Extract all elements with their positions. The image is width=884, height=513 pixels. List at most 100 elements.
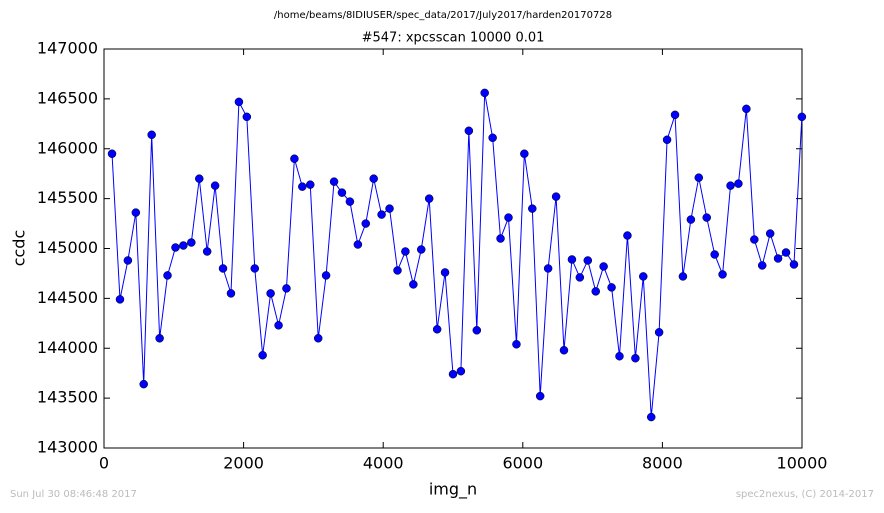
data-point: [718, 270, 727, 279]
data-point: [702, 213, 711, 222]
data-point: [583, 256, 593, 265]
data-point: [242, 112, 252, 122]
data-point: [123, 256, 133, 265]
x-tick-label: 10000: [777, 454, 828, 473]
y-tick-label: 145500: [37, 188, 98, 207]
data-point: [250, 264, 260, 273]
data-point: [567, 255, 577, 264]
data-point: [345, 197, 355, 206]
data-point: [472, 326, 482, 335]
data-point: [559, 345, 569, 355]
data-point: [742, 104, 751, 114]
data-point: [179, 241, 188, 250]
data-point: [321, 271, 331, 280]
data-point: [694, 173, 704, 182]
data-point: [535, 391, 545, 401]
footer-right: spec2nexus, (C) 2014-2017: [736, 489, 874, 500]
x-axis-label: img_n: [429, 480, 477, 500]
data-point: [393, 266, 402, 275]
data-point: [686, 215, 696, 224]
data-point: [139, 379, 148, 389]
data-point: [266, 289, 275, 298]
y-tick-label: 147000: [37, 39, 98, 58]
y-tick-label: 144500: [37, 288, 98, 307]
data-point: [337, 188, 347, 197]
suptitle: /home/beams/8IDIUSER/spec_data/2017/July…: [274, 10, 612, 21]
data-point: [107, 149, 117, 158]
data-point: [504, 213, 513, 222]
data-point: [115, 295, 125, 304]
data-point: [456, 366, 466, 376]
data-point: [631, 353, 640, 363]
data-point: [488, 133, 497, 143]
data-point: [409, 280, 418, 289]
data-point: [377, 210, 386, 219]
y-tick-label: 146000: [37, 138, 98, 157]
x-tick-label: 6000: [502, 454, 543, 473]
data-point: [615, 351, 624, 361]
data-point: [448, 369, 458, 379]
data-point: [496, 234, 505, 243]
data-point: [607, 283, 616, 292]
data-point: [591, 287, 600, 296]
x-tick-label: 4000: [363, 454, 404, 473]
data-point: [401, 247, 410, 256]
data-point: [773, 254, 783, 263]
data-point: [678, 272, 688, 281]
data-point: [639, 272, 648, 281]
data-point: [750, 235, 759, 244]
y-axis-label: ccdc: [10, 230, 29, 267]
data-point: [155, 334, 164, 343]
data-point: [781, 248, 791, 257]
data-point: [575, 273, 585, 282]
data-point: [599, 262, 608, 271]
data-point: [202, 247, 212, 256]
x-tick-label: 0: [99, 454, 109, 473]
data-point: [298, 182, 307, 191]
data-point: [464, 126, 474, 136]
data-point: [282, 284, 291, 293]
data-point: [734, 179, 743, 188]
data-point: [226, 289, 236, 298]
data-point: [313, 334, 323, 343]
data-point: [520, 149, 529, 158]
y-tick-label: 143500: [37, 388, 98, 407]
data-point: [512, 340, 521, 349]
y-tick-label: 143000: [37, 438, 98, 457]
data-point: [432, 325, 442, 334]
chart-title: #547: xpcsscan 10000 0.01: [362, 31, 545, 46]
data-point: [424, 194, 434, 203]
data-point: [274, 321, 283, 330]
data-point: [623, 231, 632, 240]
data-point: [416, 245, 426, 254]
data-point: [218, 264, 228, 273]
data-point: [210, 181, 220, 190]
data-point: [258, 350, 267, 360]
data-point: [329, 177, 339, 186]
data-point: [797, 112, 807, 122]
x-tick-label: 8000: [642, 454, 683, 473]
data-point: [385, 204, 394, 213]
data-point: [195, 174, 204, 183]
data-point: [131, 208, 141, 217]
data-point: [234, 97, 244, 107]
y-tick-label: 146500: [37, 88, 98, 107]
data-point: [789, 260, 799, 269]
data-point: [528, 204, 537, 213]
data-point: [654, 328, 664, 337]
data-point: [147, 130, 156, 140]
data-point: [646, 412, 656, 422]
data-point: [480, 88, 489, 98]
data-point: [757, 261, 767, 270]
data-point: [765, 229, 775, 238]
data-point: [290, 154, 299, 163]
data-line: [111, 92, 803, 418]
footer-left: Sun Jul 30 08:46:48 2017: [10, 489, 137, 500]
data-point: [662, 135, 672, 145]
data-point: [710, 250, 719, 259]
data-point: [369, 174, 378, 183]
data-point: [543, 264, 553, 273]
data-point: [440, 268, 450, 277]
data-point: [187, 238, 196, 247]
